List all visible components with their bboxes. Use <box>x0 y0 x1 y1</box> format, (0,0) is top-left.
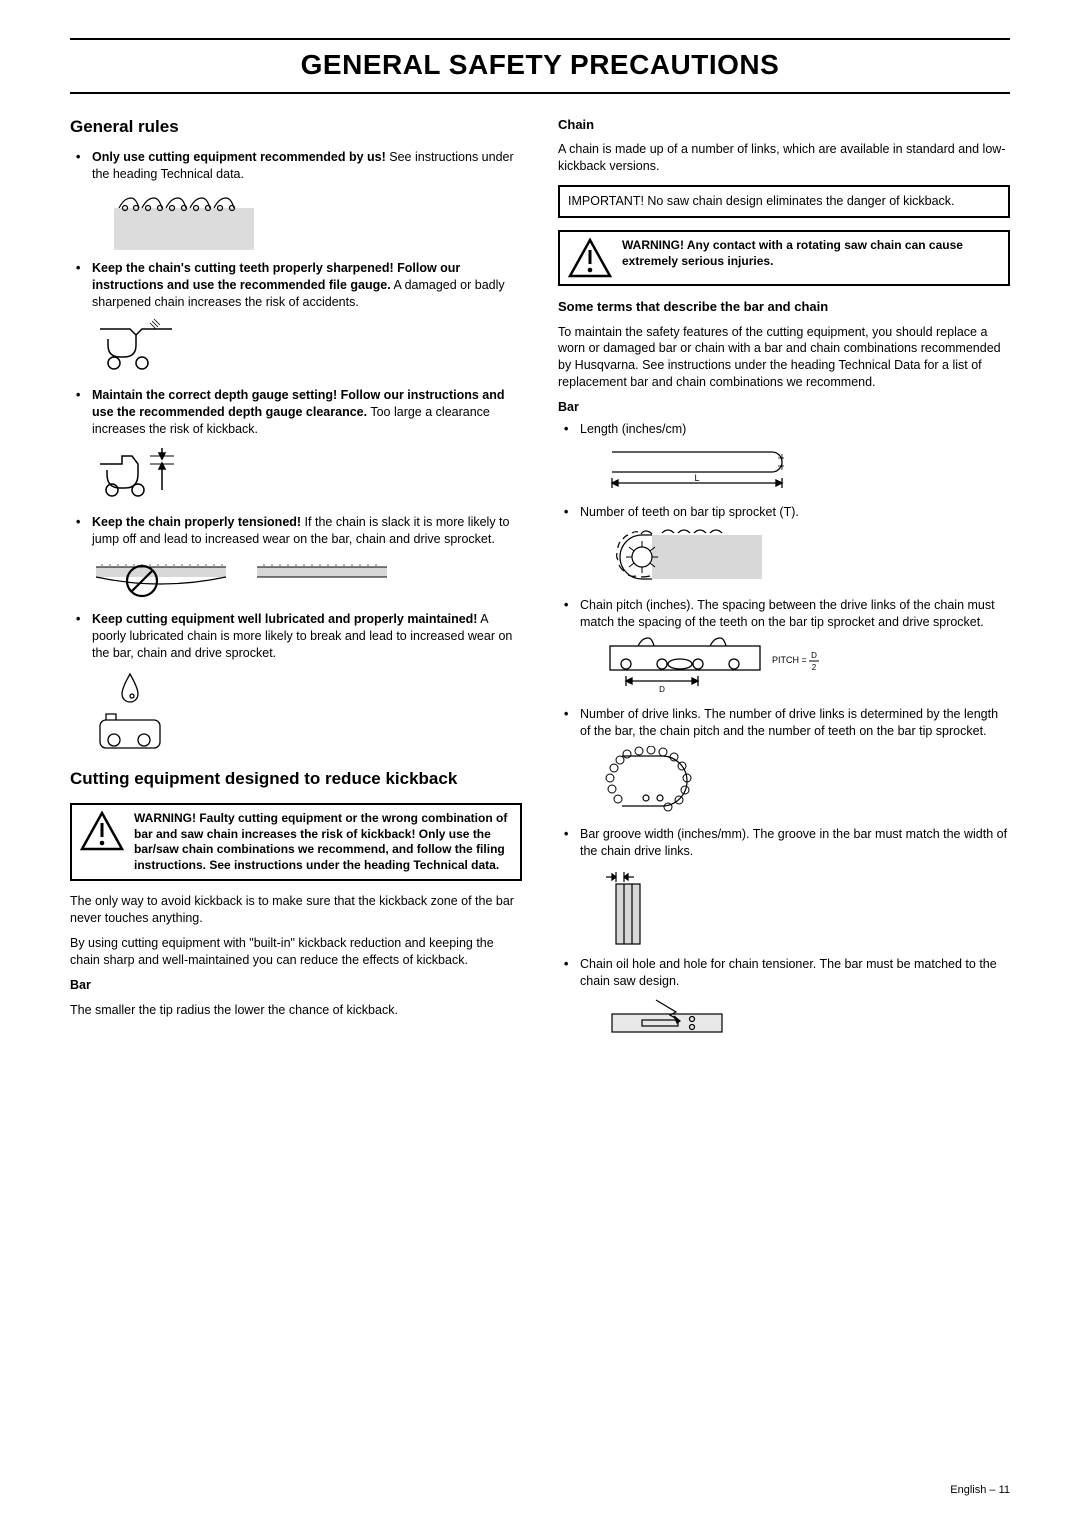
bar-heading-right: Bar <box>558 399 1010 416</box>
chain-teeth-figure <box>114 188 522 250</box>
bar-item: Chain oil hole and hole for chain tensio… <box>558 956 1010 1046</box>
rule-item: Keep cutting equipment well lubricated a… <box>70 611 522 758</box>
sharpen-figure <box>92 317 522 377</box>
depth-gauge-figure <box>92 444 522 504</box>
chain-heading: Chain <box>558 116 1010 134</box>
chain-p: A chain is made up of a number of links,… <box>558 141 1010 175</box>
bar-item-text: Number of teeth on bar tip sprocket (T). <box>580 505 799 519</box>
groove-width-figure <box>602 866 1010 946</box>
bar-item-text: Chain pitch (inches). The spacing betwee… <box>580 598 995 629</box>
bar-item: Chain pitch (inches). The spacing betwee… <box>558 597 1010 697</box>
bar-heading-left: Bar <box>70 977 522 994</box>
kickback-p2: By using cutting equipment with "built-i… <box>70 935 522 969</box>
rule-item: Only use cutting equipment recommended b… <box>70 149 522 251</box>
general-rules-heading: General rules <box>70 116 522 139</box>
warning-triangle-icon <box>80 811 124 851</box>
footer-page: 11 <box>999 1484 1010 1496</box>
rule-bold: Keep the chain properly tensioned! <box>92 515 301 529</box>
left-column: General rules Only use cutting equipment… <box>70 116 522 1056</box>
page-title: GENERAL SAFETY PRECAUTIONS <box>70 38 1010 94</box>
bar-item: Bar groove width (inches/mm). The groove… <box>558 826 1010 946</box>
l-label: L <box>694 473 699 483</box>
sprocket-figure <box>602 527 1010 587</box>
footer-lang: English <box>950 1484 986 1496</box>
rule-bold: Only use cutting equipment recommended b… <box>92 150 386 164</box>
important-box: IMPORTANT! No saw chain design eliminate… <box>558 185 1010 218</box>
rule-item: Keep the chain properly tensioned! If th… <box>70 514 522 602</box>
bar-item-text: Number of drive links. The number of dri… <box>580 707 998 738</box>
terms-p: To maintain the safety features of the c… <box>558 324 1010 392</box>
bar-item-text: Bar groove width (inches/mm). The groove… <box>580 827 1007 858</box>
bar-items-list: Length (inches/cm) L <box>558 421 1010 1046</box>
right-column: Chain A chain is made up of a number of … <box>558 116 1010 1056</box>
general-rules-list: Only use cutting equipment recommended b… <box>70 149 522 758</box>
pitch-bottom: 2 <box>812 663 817 672</box>
rule-item: Keep the chain's cutting teeth properly … <box>70 260 522 377</box>
warning-text: WARNING! Faulty cutting equipment or the… <box>134 811 512 873</box>
pitch-figure: D PITCH = D 2 <box>602 636 1010 696</box>
bar-item: Number of teeth on bar tip sprocket (T). <box>558 504 1010 587</box>
warning-box-kickback: WARNING! Faulty cutting equipment or the… <box>70 803 522 881</box>
pitch-top: D <box>811 651 817 660</box>
rule-bold: Keep cutting equipment well lubricated a… <box>92 612 477 626</box>
content-columns: General rules Only use cutting equipment… <box>70 116 1010 1056</box>
footer-sep: – <box>986 1484 998 1496</box>
bar-item-text: Chain oil hole and hole for chain tensio… <box>580 957 997 988</box>
bar-item: Number of drive links. The number of dri… <box>558 706 1010 816</box>
bar-item: Length (inches/cm) L <box>558 421 1010 494</box>
rule-item: Maintain the correct depth gauge setting… <box>70 387 522 504</box>
pitch-label: PITCH = <box>772 655 807 665</box>
terms-heading: Some terms that describe the bar and cha… <box>558 298 1010 316</box>
lubrication-figure <box>92 668 522 758</box>
d-label: D <box>659 685 665 694</box>
bar-item-text: Length (inches/cm) <box>580 422 686 436</box>
oil-hole-figure <box>602 996 1010 1046</box>
tension-figure <box>92 553 522 601</box>
kickback-p1: The only way to avoid kickback is to mak… <box>70 893 522 927</box>
warning-box-chain: WARNING! Any contact with a rotating saw… <box>558 230 1010 286</box>
page-footer: English – 11 <box>950 1483 1010 1498</box>
drive-links-figure <box>602 746 1010 816</box>
bar-p-left: The smaller the tip radius the lower the… <box>70 1002 522 1019</box>
kickback-heading: Cutting equipment designed to reduce kic… <box>70 768 522 791</box>
warning-triangle-icon <box>568 238 612 278</box>
warning-text: WARNING! Any contact with a rotating saw… <box>622 238 1000 269</box>
bar-length-figure: L <box>602 444 1010 494</box>
